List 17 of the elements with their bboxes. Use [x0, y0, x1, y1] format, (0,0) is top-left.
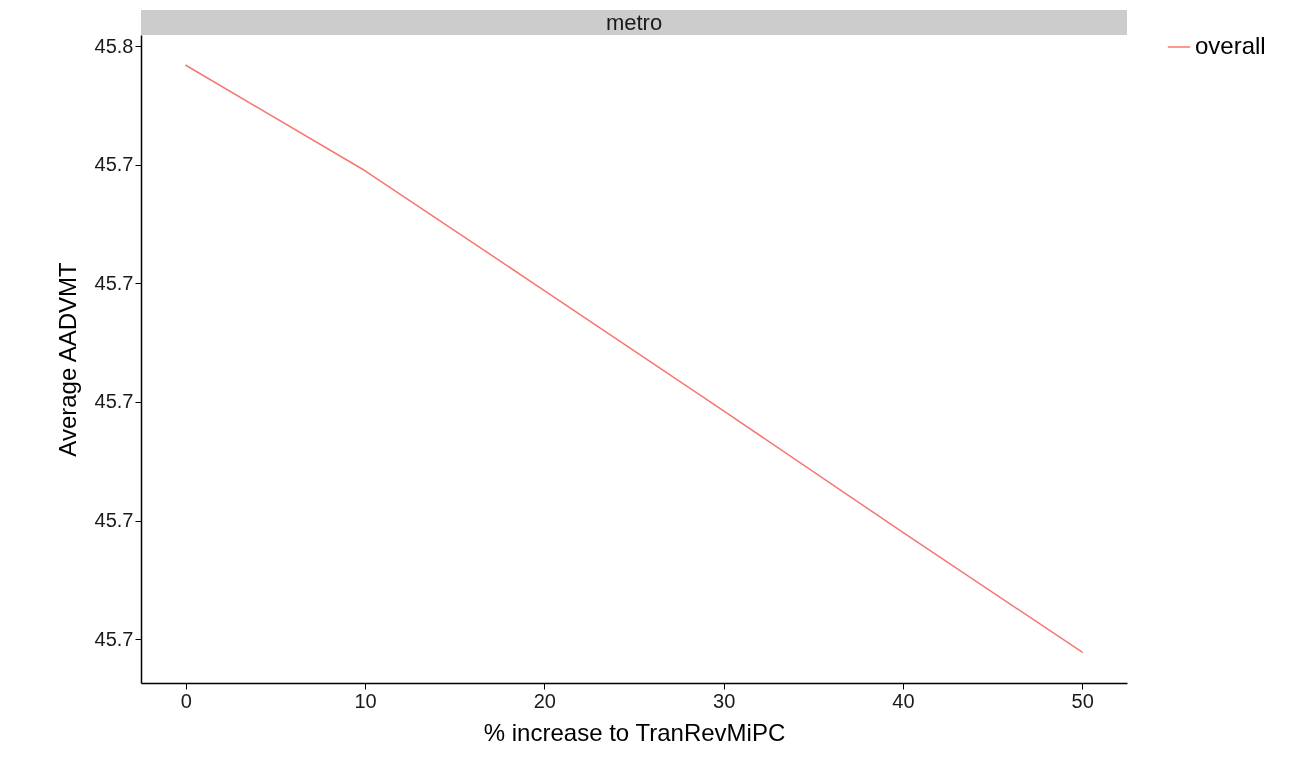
y-tick-label: 45.8: [94, 34, 134, 57]
y-axis-title: Average AADVMT: [53, 262, 81, 457]
chart-title: metro: [141, 10, 1127, 35]
line-series: [185, 64, 1083, 653]
legend-label: overall: [1195, 32, 1266, 59]
y-tick-label: 45.7: [94, 390, 134, 413]
y-tick-label: 45.7: [94, 509, 134, 532]
x-tick-label: 50: [1071, 689, 1094, 712]
x-tick-label: 30: [713, 689, 736, 712]
y-tick-label: 45.7: [94, 627, 134, 650]
y-tick-label: 45.7: [94, 153, 134, 176]
x-tick-label: 40: [892, 689, 915, 712]
x-tick-label: 20: [533, 689, 556, 712]
x-tick-label: 10: [354, 689, 377, 712]
y-tick-label: 45.7: [94, 271, 134, 294]
x-axis-title: % increase to TranRevMiPC: [483, 718, 786, 746]
x-tick-label: 0: [180, 689, 192, 712]
